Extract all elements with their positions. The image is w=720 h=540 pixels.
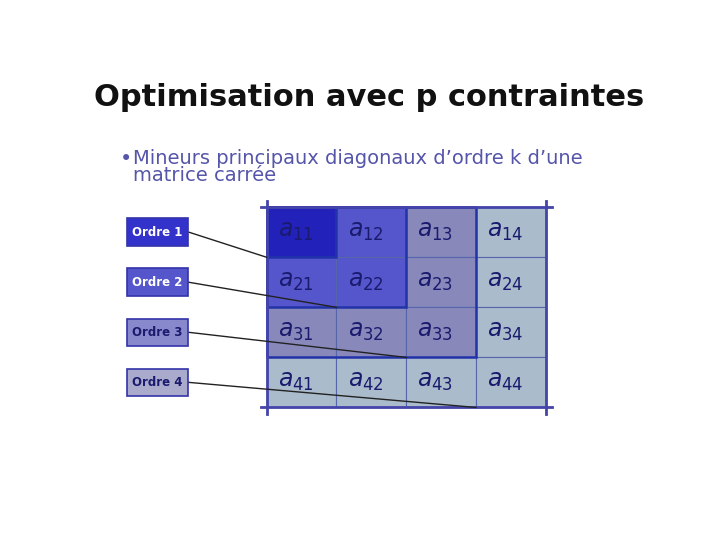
Text: •: • [120,150,132,170]
Text: Ordre 2: Ordre 2 [132,276,183,289]
Text: $a_{31}$: $a_{31}$ [278,319,314,343]
Bar [266,257,336,307]
Bar [476,307,546,357]
Text: $a_{12}$: $a_{12}$ [348,219,384,244]
Text: $a_{42}$: $a_{42}$ [348,369,384,394]
Text: $a_{13}$: $a_{13}$ [418,219,454,244]
Text: Optimisation avec p contraintes: Optimisation avec p contraintes [94,83,644,112]
Text: Ordre 4: Ordre 4 [132,376,183,389]
Bar [127,268,188,296]
Bar [266,307,336,357]
Text: Ordre 1: Ordre 1 [132,226,183,239]
Text: $a_{43}$: $a_{43}$ [418,369,454,394]
Text: Ordre 3: Ordre 3 [132,326,183,339]
Bar [476,257,546,307]
Bar [127,319,188,346]
Text: $a_{11}$: $a_{11}$ [278,219,314,244]
Text: $a_{33}$: $a_{33}$ [418,319,454,343]
Text: $a_{21}$: $a_{21}$ [278,269,314,293]
Bar [266,207,406,307]
Bar [336,307,406,357]
Bar [266,207,336,257]
Bar [406,257,476,307]
Text: $a_{14}$: $a_{14}$ [487,219,523,244]
Bar [476,357,546,408]
Text: Mineurs principaux diagonaux d’ordre k d’une: Mineurs principaux diagonaux d’ordre k d… [132,150,582,168]
Bar [266,207,476,357]
Bar [406,307,476,357]
Text: $a_{22}$: $a_{22}$ [348,269,384,293]
Bar [266,357,336,408]
Bar [406,357,476,408]
Text: $a_{23}$: $a_{23}$ [418,269,454,293]
Bar [266,207,546,408]
Text: $a_{24}$: $a_{24}$ [487,269,523,293]
Bar [127,369,188,396]
Bar [476,207,546,257]
Text: $a_{44}$: $a_{44}$ [487,369,523,394]
Bar [336,357,406,408]
Bar [336,207,406,257]
Bar [336,257,406,307]
Text: $a_{41}$: $a_{41}$ [278,369,314,394]
Bar [406,207,476,257]
Bar [266,207,336,257]
Text: $a_{34}$: $a_{34}$ [487,319,523,343]
Text: matrice carrée: matrice carrée [132,166,276,185]
Text: $a_{32}$: $a_{32}$ [348,319,384,343]
Bar [127,218,188,246]
